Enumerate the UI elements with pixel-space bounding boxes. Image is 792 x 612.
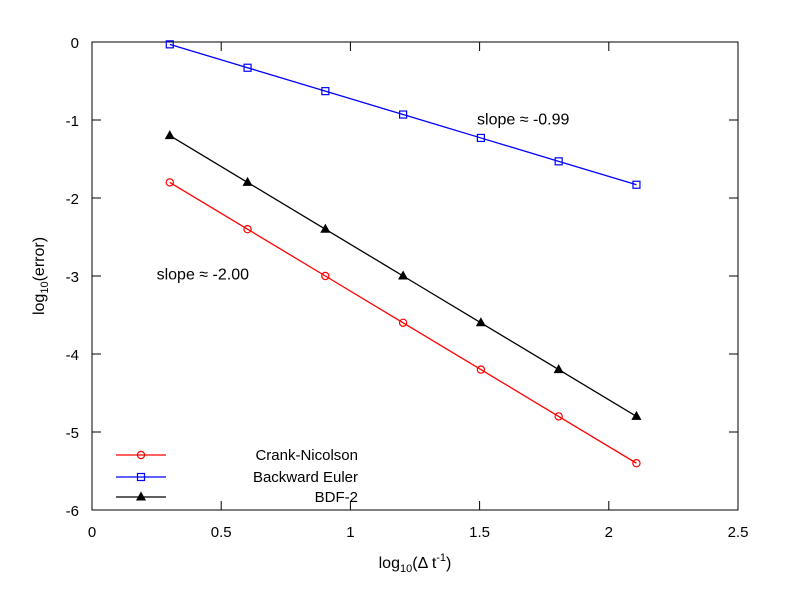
y-tick-label: -6 [66,503,79,520]
series-layer [164,40,642,468]
slope-annotation: slope ≈ -0.99 [477,111,569,128]
slope-annotation: slope ≈ -2.00 [157,267,249,284]
data-point-backward-euler [399,110,408,119]
legend-label: BDF-2 [315,489,358,506]
y-tick-label: -1 [66,113,79,130]
y-tick-label: 0 [71,35,79,52]
x-tick-label: 1.5 [469,524,490,541]
data-point-crank-nicolson [632,459,641,468]
x-tick-label: 1 [346,524,354,541]
data-point-crank-nicolson [476,365,486,374]
series-line-crank-nicolson [169,181,637,464]
x-tick-label: 2.5 [728,524,749,541]
data-point-bdf-2 [631,410,642,420]
x-tick-label: 0 [88,524,96,541]
axis-ticks [91,41,739,511]
data-point-bdf-2 [320,223,331,233]
y-tick-label: -4 [66,347,79,364]
data-point-backward-euler [321,87,330,96]
legend-marker [135,491,147,501]
x-tick-label: 2 [605,524,613,541]
data-point-bdf-2 [553,364,564,374]
series-backward-euler [165,40,641,189]
data-point-bdf-2 [398,270,409,280]
tick-labels: 0 0.5 1 1.5 2 2.5 0 -1 -2 -3 -4 -5 -6 [66,35,749,541]
legend-marker [136,472,146,482]
legend-item-bdf-2: BDF-2 [116,489,358,506]
data-point-crank-nicolson [554,412,563,421]
legend: Crank-Nicolson Backward Euler BDF-2 [116,447,358,506]
data-point-backward-euler [243,63,252,72]
legend-label: Backward Euler [253,469,358,486]
legend-item-backward-euler: Backward Euler [116,469,358,486]
series-crank-nicolson [165,178,641,468]
y-tick-label: -3 [66,269,79,286]
data-point-bdf-2 [242,176,253,186]
data-point-backward-euler [165,40,174,49]
x-axis-label: log10(Δ t-1) [379,552,452,575]
legend-item-crank-nicolson: Crank-Nicolson [116,447,358,464]
data-point-bdf-2 [475,317,486,327]
data-point-crank-nicolson [243,224,252,234]
data-point-backward-euler [476,133,485,143]
y-tick-label: -2 [66,191,79,208]
legend-marker [136,450,146,460]
legend-label: Crank-Nicolson [255,447,358,464]
annotations: slope ≈ -0.99 slope ≈ -2.00 [157,111,570,283]
data-point-backward-euler [632,180,641,189]
series-line-backward-euler [169,43,637,186]
y-tick-label: -5 [66,425,79,442]
x-tick-label: 0.5 [211,524,232,541]
data-point-backward-euler [554,157,563,166]
y-axis-label: log10(error) [31,237,51,315]
series-bdf-2 [164,130,642,420]
data-point-bdf-2 [164,130,175,140]
data-point-crank-nicolson [321,271,330,281]
data-point-crank-nicolson [165,178,174,187]
data-point-crank-nicolson [398,318,408,327]
